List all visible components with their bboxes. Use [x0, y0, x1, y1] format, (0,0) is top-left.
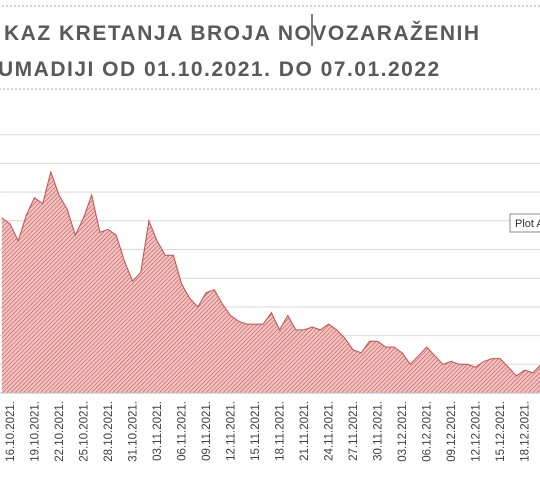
x-tick-label: 06.12.2021.: [422, 401, 434, 462]
tooltip-box: [509, 213, 540, 233]
chart-title: UMADIJI OD 01.10.2021. DO 07.01.2022: [0, 58, 441, 81]
x-tick-label: 16.10.2021.: [5, 401, 17, 462]
area: [1, 172, 540, 393]
x-tick-label: 25.10.2021.: [79, 401, 91, 462]
x-tick-label: 03.11.2021.: [152, 401, 164, 461]
x-tick-label: 12.12.2021.: [471, 401, 483, 462]
x-tick-label: 09.11.2021.: [201, 401, 213, 461]
x-tick-label: 15.11.2021.: [250, 401, 262, 461]
x-tick-label: 12.11.2021.: [226, 401, 238, 461]
x-tick-label: 19.10.2021.: [30, 401, 42, 462]
x-tick-label: 18.12.2021.: [520, 401, 532, 462]
x-tick-label: 31.10.2021.: [128, 401, 140, 462]
x-tick-label: 09.12.2021.: [446, 401, 458, 462]
title-box[interactable]: [0, 5, 540, 90]
x-tick-label: 18.11.2021.: [275, 401, 287, 461]
x-tick-label: 24.11.2021.: [324, 401, 336, 461]
chart-title: KAZ KRETANJA BROJA NOVOZARAŽENIH: [4, 21, 481, 45]
x-tick-label: 27.11.2021.: [348, 401, 360, 461]
x-tick-label: 15.12.2021.: [495, 401, 507, 462]
x-tick-label: 06.11.2021.: [177, 401, 189, 461]
x-tick-label: 03.12.2021.: [397, 401, 409, 462]
x-tick-label: 30.11.2021.: [373, 401, 385, 461]
x-tick-label: 21.11.2021.: [299, 401, 311, 461]
x-tick-label: 28.10.2021.: [103, 401, 115, 462]
area-line: [1, 170, 540, 377]
x-tick-label: 22.10.2021.: [54, 401, 66, 462]
tooltip: Plot A: [515, 218, 540, 230]
